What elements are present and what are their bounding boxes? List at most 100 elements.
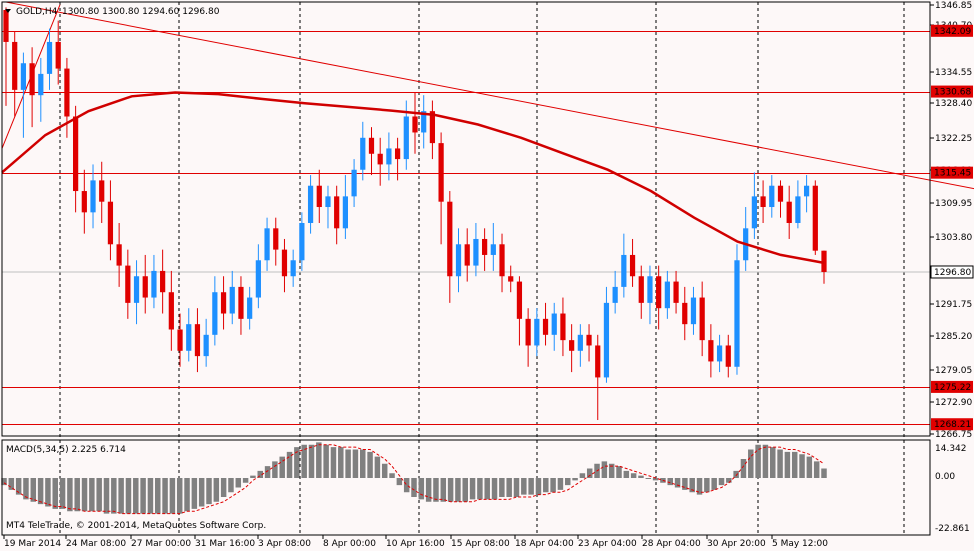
macd-bar (740, 459, 747, 478)
candle-body (142, 276, 148, 298)
candle-body (525, 318, 531, 346)
macd-bar (74, 478, 80, 512)
candle-body (116, 244, 122, 266)
candle-body (751, 196, 757, 229)
candle-body (299, 222, 305, 261)
macd-tick-label: 14.342 (935, 444, 967, 454)
time-tick-label: 30 Apr 20:00 (707, 539, 766, 549)
candle-body (73, 116, 79, 192)
macd-bar (118, 478, 124, 514)
candle-body (351, 169, 357, 197)
macd-bar (521, 478, 527, 495)
candle-body (664, 281, 670, 309)
time-tick-label: 31 Mar 16:00 (195, 539, 255, 549)
price-tick-label: 1291.75 (935, 300, 972, 310)
macd-bar (586, 468, 593, 478)
macd-bar (528, 478, 534, 495)
candle-body (638, 276, 644, 303)
macd-bar (418, 478, 425, 500)
candle-body (769, 185, 775, 208)
time-tick-label: 18 Apr 04:00 (515, 539, 574, 549)
macd-bar (345, 449, 351, 478)
candle-body (612, 286, 618, 303)
macd-bar (242, 478, 249, 483)
candle-body (99, 180, 105, 202)
price-tick-label: 1346.85 (935, 1, 972, 11)
time-tick-label: 24 Mar 08:00 (66, 539, 126, 549)
candle-body (203, 334, 209, 357)
price-tick-label: 1279.05 (935, 366, 972, 376)
macd-bar (301, 444, 307, 478)
candle-body (438, 143, 444, 202)
axis-labels: 1346.851340.701334.551328.401322.251316.… (3, 1, 974, 549)
candle-body (447, 201, 453, 277)
macd-bar (125, 478, 132, 514)
macd-bar (198, 478, 205, 507)
macd-bar (813, 461, 820, 478)
macd-bar (279, 456, 285, 478)
macd-histogram (1, 442, 827, 515)
macd-bar (696, 478, 703, 495)
macd-bar (133, 478, 139, 514)
macd-bar (506, 478, 512, 497)
candle-body (81, 191, 87, 213)
macd-bar (557, 478, 564, 490)
time-tick-label: 28 Apr 04:00 (642, 539, 701, 549)
macd-bar (52, 478, 58, 509)
macd-bar (155, 478, 161, 514)
candle-body (821, 250, 827, 272)
macd-bar (67, 478, 73, 512)
candle-body (421, 111, 427, 133)
candle-body (490, 244, 496, 255)
macd-bar (608, 463, 615, 478)
macd-bar (103, 478, 110, 514)
candle-body (386, 148, 392, 165)
candle-body (212, 292, 218, 335)
dropdown-arrow-icon[interactable] (5, 9, 11, 13)
candle-body (542, 318, 549, 335)
candle-body (342, 196, 348, 229)
macd-bar (755, 444, 761, 478)
macd-bar (726, 478, 732, 483)
candle-body (795, 196, 801, 223)
macd-bar (425, 478, 432, 502)
macd-bar (565, 478, 571, 486)
candle-body (595, 345, 601, 378)
candle-body (569, 340, 575, 351)
candle-body (46, 41, 53, 74)
candle-body (690, 297, 697, 325)
macd-bar (630, 473, 637, 478)
level-tag-label: 1315.45 (934, 169, 971, 179)
price-tick-label: 1309.95 (935, 199, 972, 209)
candle-body (603, 302, 610, 378)
candle-body (403, 116, 409, 160)
candle-body (307, 185, 314, 223)
macd-bar (257, 470, 263, 478)
macd-bar (455, 478, 461, 502)
macd-bar (15, 478, 22, 495)
macd-bar (791, 451, 798, 478)
candle-body (177, 329, 183, 351)
candle-body (508, 276, 514, 282)
macd-bar (1, 478, 7, 486)
candle-body (247, 297, 253, 319)
macd-bar (96, 478, 102, 512)
level-tag (931, 418, 973, 431)
candle-body (760, 196, 766, 208)
candle-body (394, 148, 401, 160)
price-tick-label: 1322.25 (935, 134, 972, 144)
macd-bar (477, 478, 483, 500)
candle-body (499, 244, 505, 277)
candle-body (464, 244, 470, 266)
candle-body (133, 276, 140, 303)
candle-body (168, 292, 174, 330)
macd-bar (733, 470, 739, 478)
macd-bar (579, 473, 586, 478)
symbol-label: GOLD,H4 (16, 7, 58, 17)
macd-bar (396, 478, 403, 486)
macd-bar (645, 478, 652, 479)
candle-body (107, 201, 114, 245)
macd-bar (543, 478, 549, 493)
